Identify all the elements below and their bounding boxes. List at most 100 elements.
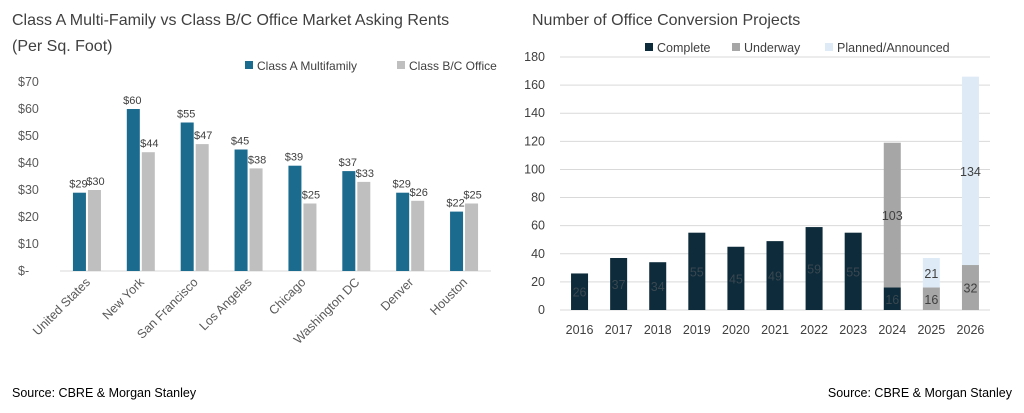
- data-label: 37: [612, 278, 626, 292]
- y-tick-label: 20: [531, 275, 545, 289]
- bar-complete: [688, 232, 706, 310]
- y-tick-label: 100: [524, 162, 545, 176]
- legend-swatch: [645, 43, 653, 51]
- bar-complete: [844, 232, 862, 310]
- data-label: $22: [446, 198, 464, 210]
- x-tick-label: 2023: [839, 323, 867, 337]
- data-label: 16: [924, 293, 938, 307]
- conversions-chart-title: Number of Office Conversion Projects: [532, 12, 801, 29]
- data-label: $29: [69, 179, 87, 191]
- data-label: 34: [651, 280, 665, 294]
- bar-complete: [766, 241, 784, 310]
- y-tick-label: 0: [538, 303, 545, 317]
- legend-swatch: [397, 61, 405, 69]
- bar-office: [249, 168, 263, 271]
- x-tick-label: Denver: [378, 275, 416, 313]
- y-tick-label: 80: [531, 191, 545, 205]
- x-tick-label: 2016: [566, 323, 594, 337]
- y-tick-label: $10: [18, 237, 39, 251]
- data-label: $45: [231, 136, 249, 148]
- y-tick-label: 140: [524, 106, 545, 120]
- legend-label: Class B/C Office: [409, 59, 497, 73]
- y-tick-label: $50: [18, 129, 39, 143]
- bar-multifamily: [72, 192, 86, 271]
- x-tick-label: 2019: [683, 323, 711, 337]
- bar-office: [303, 203, 317, 271]
- y-tick-label: 40: [531, 247, 545, 261]
- y-tick-label: $40: [18, 156, 39, 170]
- bar-multifamily: [342, 171, 356, 271]
- bar-office: [465, 203, 479, 271]
- data-label: 55: [690, 265, 704, 279]
- data-label: 134: [960, 165, 981, 179]
- bar-planned-announced: [922, 257, 940, 288]
- x-tick-label: 2017: [605, 323, 633, 337]
- bar-office: [87, 190, 101, 271]
- y-tick-label: $70: [18, 75, 39, 89]
- bar-multifamily: [126, 109, 140, 271]
- bar-underway: [922, 287, 940, 310]
- legend-label: Class A Multifamily: [257, 59, 357, 73]
- data-label: $26: [410, 187, 428, 199]
- data-label: $37: [339, 157, 357, 169]
- bar-underway: [883, 142, 901, 288]
- x-tick-label: 2022: [800, 323, 828, 337]
- data-label: $44: [140, 138, 158, 150]
- conversions-chart-panel: Number of Office Conversion Projects 0 20…: [512, 0, 1024, 413]
- data-label: 26: [573, 286, 587, 300]
- data-label: $25: [463, 190, 481, 202]
- x-tick-label: 2020: [722, 323, 750, 337]
- data-label: $47: [194, 130, 212, 142]
- rents-chart-panel: Class A Multi-Family vs Class B/C Office…: [0, 0, 500, 413]
- data-label: 32: [964, 282, 978, 296]
- bar-office: [141, 152, 155, 271]
- bar-office: [357, 181, 371, 271]
- x-tick-label: Chicago: [266, 275, 308, 317]
- bar-complete: [571, 273, 589, 310]
- data-label: $60: [123, 95, 141, 107]
- x-tick-label: Los Angeles: [197, 275, 255, 333]
- x-tick-label: Houston: [427, 275, 470, 318]
- bar-complete: [805, 227, 823, 310]
- data-label: $38: [248, 154, 266, 166]
- conversions-chart-source: Source: CBRE & Morgan Stanley: [827, 386, 1012, 400]
- bar-multifamily: [450, 211, 464, 271]
- y-tick-label: $20: [18, 210, 39, 224]
- rents-chart-source: Source: CBRE & Morgan Stanley: [12, 386, 197, 400]
- x-tick-label: 2024: [878, 323, 906, 337]
- y-tick-label: 180: [524, 50, 545, 64]
- data-label: $55: [177, 109, 195, 121]
- data-label: 16: [885, 293, 899, 307]
- data-label: 103: [882, 209, 903, 223]
- y-tick-label: $60: [18, 102, 39, 116]
- bar-underway: [961, 265, 979, 310]
- y-tick-label: 160: [524, 78, 545, 92]
- bar-complete: [649, 262, 667, 310]
- data-label: $33: [356, 168, 374, 180]
- bar-complete: [727, 246, 745, 310]
- rents-chart-title: Class A Multi-Family vs Class B/C Office…: [12, 12, 450, 55]
- data-label: 21: [924, 267, 938, 281]
- x-tick-label: 2026: [957, 323, 985, 337]
- data-label: $39: [285, 152, 303, 164]
- bar-office: [411, 200, 425, 271]
- bar-complete: [883, 287, 901, 310]
- y-tick-label: 120: [524, 134, 545, 148]
- bar-planned-announced: [961, 76, 979, 266]
- data-label: $29: [393, 179, 411, 191]
- bar-multifamily: [180, 122, 194, 271]
- y-tick-label: $-: [18, 264, 29, 278]
- data-label: 45: [729, 272, 743, 286]
- legend-label: Planned/Announced: [837, 41, 950, 55]
- bar-multifamily: [288, 165, 302, 271]
- x-tick-label: New York: [100, 275, 148, 323]
- bar-multifamily: [396, 192, 410, 271]
- data-label: 59: [807, 263, 821, 277]
- legend-label: Complete: [657, 41, 711, 55]
- bar-multifamily: [234, 149, 248, 271]
- bar-complete: [610, 257, 628, 310]
- y-tick-label: $30: [18, 183, 39, 197]
- legend-swatch: [825, 43, 833, 51]
- bar-office: [195, 144, 209, 271]
